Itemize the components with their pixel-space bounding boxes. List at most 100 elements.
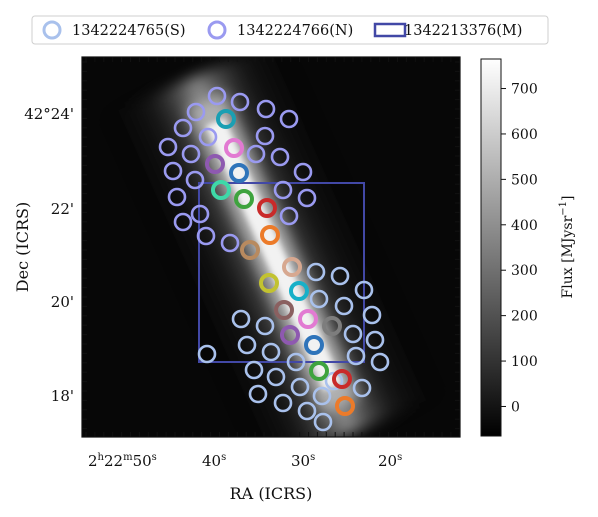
colorbar-gradient bbox=[480, 58, 502, 437]
north-detector-circle bbox=[163, 161, 183, 181]
south-detector-circle bbox=[343, 324, 363, 344]
y-axis-title: Dec (ICRS) bbox=[13, 202, 32, 292]
colorbar-ticks: 700 600 500 400 300 200 100 0 bbox=[501, 82, 538, 415]
south-detector-circle bbox=[309, 289, 329, 309]
x-axis-title: RA (ICRS) bbox=[230, 484, 313, 503]
south-detector-circle bbox=[354, 280, 374, 300]
south-detector-circle bbox=[365, 330, 385, 350]
colorbar-tick-label: 300 bbox=[511, 263, 538, 279]
north-detector-circle bbox=[246, 144, 266, 164]
north-detector-circle bbox=[293, 162, 313, 182]
north-detector-circle bbox=[297, 188, 317, 208]
highlighted-detector-circle bbox=[240, 240, 260, 260]
highlighted-detector-circle bbox=[322, 316, 342, 336]
south-detector-circle bbox=[290, 377, 310, 397]
north-detector-circle bbox=[167, 187, 187, 207]
colorbar-tick-label: 400 bbox=[511, 218, 538, 234]
highlighted-detector-circle bbox=[205, 154, 225, 174]
highlighted-detector-circle bbox=[282, 257, 302, 277]
highlighted-detector-circle bbox=[259, 273, 279, 293]
north-detector-circle bbox=[279, 109, 299, 129]
north-detector-circle bbox=[198, 127, 218, 147]
y-tick-label: 20' bbox=[51, 293, 74, 311]
highlighted-detector-circle bbox=[260, 225, 280, 245]
south-detector-circle bbox=[266, 367, 286, 387]
colorbar: 700 600 500 400 300 200 100 0 Flux [MJysr−1] bbox=[480, 58, 576, 437]
highlighted-detector-circle bbox=[211, 180, 231, 200]
colorbar-title: Flux [MJysr−1] bbox=[558, 196, 576, 299]
legend: 1342224765(S) 1342224766(N) 1342213376(M… bbox=[31, 15, 549, 45]
x-tick-label: 2h22m50s bbox=[88, 452, 157, 470]
legend-south-label: 1342224765(S) bbox=[72, 23, 186, 39]
south-detector-circle bbox=[248, 384, 268, 404]
highlighted-detector-circle bbox=[298, 309, 318, 329]
highlighted-detectors bbox=[205, 109, 355, 416]
south-detector-circle bbox=[273, 393, 293, 413]
x-tick-label: 20s bbox=[378, 452, 402, 470]
south-detector-circle bbox=[330, 266, 350, 286]
highlighted-detector-circle bbox=[332, 369, 352, 389]
south-detector-circle bbox=[306, 262, 326, 282]
north-detector-circle bbox=[207, 86, 227, 106]
south-detector-circle bbox=[313, 412, 333, 432]
x-tick-label: 30s bbox=[291, 452, 315, 470]
plot-frame bbox=[81, 56, 461, 438]
north-detector-circle bbox=[270, 147, 290, 167]
south-detector-circle bbox=[346, 346, 366, 366]
highlighted-detector-circle bbox=[224, 138, 244, 158]
south-detector-circle bbox=[255, 316, 275, 336]
highlighted-detector-circle bbox=[229, 163, 249, 183]
y-tick-label: 22' bbox=[51, 200, 74, 218]
x-axis: 2h22m50s 40s 30s 20s RA (ICRS) bbox=[88, 452, 402, 503]
legend-south-marker bbox=[42, 20, 62, 40]
highlighted-detector-circle bbox=[280, 325, 300, 345]
colorbar-tick-label: 700 bbox=[511, 82, 538, 98]
north-circles bbox=[158, 86, 317, 253]
legend-main-marker bbox=[373, 22, 407, 38]
minor-ticks bbox=[82, 57, 461, 437]
north-detector-circle bbox=[196, 226, 216, 246]
highlighted-detector-circle bbox=[304, 335, 324, 355]
south-detector-circle bbox=[352, 378, 372, 398]
south-detector-circle bbox=[334, 296, 354, 316]
north-detector-circle bbox=[158, 137, 178, 157]
north-detector-circle bbox=[190, 204, 210, 224]
legend-north-marker bbox=[207, 20, 227, 40]
colorbar-tick-label: 200 bbox=[511, 309, 538, 325]
north-detector-circle bbox=[173, 212, 193, 232]
north-detector-circle bbox=[220, 233, 240, 253]
north-detector-circle bbox=[185, 170, 205, 190]
south-detector-circle bbox=[297, 401, 317, 421]
south-detector-circle bbox=[231, 309, 251, 329]
south-detector-circle bbox=[244, 360, 264, 380]
sky-image bbox=[81, 56, 461, 438]
north-detector-circle bbox=[230, 92, 250, 112]
south-circles bbox=[197, 262, 390, 432]
north-detector-circle bbox=[186, 102, 206, 122]
colorbar-tick-label: 100 bbox=[511, 354, 538, 370]
south-detector-circle bbox=[370, 352, 390, 372]
colorbar-tick-label: 0 bbox=[511, 399, 520, 415]
highlighted-detector-circle bbox=[289, 281, 309, 301]
colorbar-tick-label: 500 bbox=[511, 172, 538, 188]
highlighted-detector-circle bbox=[274, 300, 294, 320]
south-detector-circle bbox=[312, 386, 332, 406]
north-detector-circle bbox=[256, 99, 276, 119]
colorbar-tick-label: 600 bbox=[511, 127, 538, 143]
south-detector-circle bbox=[237, 335, 257, 355]
highlighted-detector-circle bbox=[234, 189, 254, 209]
north-detector-circle bbox=[181, 144, 201, 164]
north-detector-circle bbox=[279, 206, 299, 226]
y-tick-label: 18' bbox=[51, 387, 74, 405]
north-detector-circle bbox=[173, 118, 193, 138]
highlighted-detector-circle bbox=[309, 361, 329, 381]
x-tick-label: 40s bbox=[202, 452, 226, 470]
legend-main-label: 1342213376(M) bbox=[404, 23, 522, 39]
y-tick-label: 42°24' bbox=[24, 105, 74, 123]
north-detector-circle bbox=[255, 126, 275, 146]
south-detector-circle bbox=[261, 342, 281, 362]
highlighted-detector-circle bbox=[257, 198, 277, 218]
south-detector-circle bbox=[362, 305, 382, 325]
south-detector-circle bbox=[286, 352, 306, 372]
